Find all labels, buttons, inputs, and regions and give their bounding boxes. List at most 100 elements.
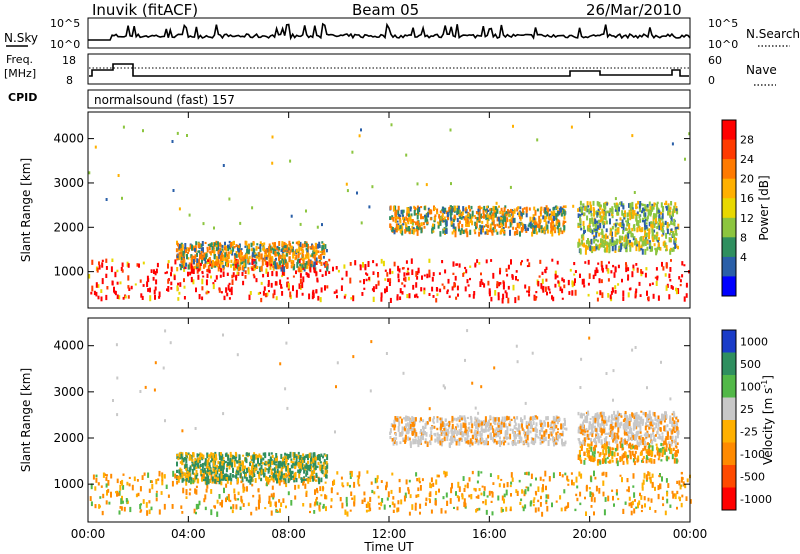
- echo-cell: [197, 250, 200, 253]
- echo-cell: [480, 278, 483, 283]
- echo-cell: [492, 436, 495, 442]
- echo-cell: [172, 189, 175, 192]
- echo-cell: [428, 293, 431, 296]
- echo-cell: [462, 206, 465, 212]
- echo-cell: [402, 223, 405, 226]
- echo-cell: [660, 442, 663, 447]
- echo-cell: [605, 471, 608, 478]
- echo-cell: [653, 215, 655, 220]
- echo-cell: [521, 505, 524, 509]
- echo-cell: [654, 486, 656, 491]
- echo-cell: [312, 264, 315, 268]
- echo-cell: [212, 452, 215, 459]
- echo-cell: [651, 445, 654, 452]
- echo-cell: [602, 471, 605, 476]
- echo-cell: [614, 231, 617, 237]
- echo-cell: [325, 249, 328, 253]
- echo-cell: [232, 246, 235, 252]
- echo-cell: [599, 290, 602, 296]
- echo-cell: [582, 278, 585, 285]
- echo-cell: [179, 282, 182, 287]
- echo-cell: [226, 254, 229, 258]
- echo-cell: [574, 278, 576, 284]
- echo-cell: [475, 224, 477, 230]
- echo-cell: [88, 274, 91, 279]
- echo-cell: [404, 425, 407, 432]
- echo-cell: [584, 429, 587, 433]
- echo-cell: [250, 248, 253, 252]
- echo-cell: [228, 475, 230, 481]
- echo-cell: [633, 492, 636, 498]
- echo-cell: [424, 423, 427, 429]
- echo-cell: [206, 473, 209, 477]
- echo-cell: [640, 495, 643, 500]
- echo-cell: [613, 432, 616, 437]
- echo-cell: [223, 295, 226, 301]
- echo-cell: [621, 235, 624, 241]
- echo-cell: [582, 421, 585, 428]
- echo-cell: [653, 223, 656, 229]
- echo-cell: [403, 495, 406, 502]
- echo-cell: [111, 281, 114, 286]
- colorbar-tick-label: 24: [740, 153, 754, 166]
- echo-cell: [544, 436, 547, 442]
- echo-cell: [408, 437, 411, 441]
- echo-cell: [585, 411, 588, 414]
- echo-cell: [651, 229, 654, 234]
- echo-cell: [489, 223, 492, 230]
- echo-cell: [608, 453, 610, 457]
- echo-cell: [668, 428, 671, 431]
- echo-cell: [195, 489, 198, 495]
- echo-cell: [655, 235, 658, 242]
- echo-cell: [671, 142, 674, 146]
- echo-cell: [516, 490, 519, 496]
- echo-cell: [558, 434, 561, 439]
- echo-cell: [208, 465, 211, 468]
- echo-cell: [195, 475, 198, 480]
- echo-cell: [182, 257, 185, 264]
- echo-cell: [210, 460, 212, 463]
- echo-cell: [489, 212, 492, 217]
- echo-cell: [652, 220, 655, 226]
- echo-cell: [255, 453, 258, 460]
- echo-cell: [592, 416, 595, 422]
- echo-cell: [572, 204, 575, 208]
- echo-cell: [654, 454, 657, 458]
- echo-cell: [204, 506, 207, 511]
- echo-cell: [674, 493, 677, 500]
- echo-cell: [673, 430, 676, 433]
- echo-cell: [644, 222, 646, 229]
- echo-cell: [476, 421, 479, 425]
- echo-cell: [345, 496, 348, 503]
- echo-cell: [127, 295, 130, 299]
- echo-cell: [590, 476, 593, 483]
- echo-cell: [549, 431, 552, 436]
- echo-cell: [315, 259, 318, 265]
- echo-cell: [589, 210, 592, 213]
- echo-cell: [255, 463, 258, 470]
- echo-cell: [561, 297, 564, 300]
- echo-cell: [646, 290, 648, 296]
- echo-cell: [95, 282, 98, 288]
- echo-cell: [118, 510, 121, 515]
- echo-cell: [662, 414, 665, 418]
- echo-cell: [613, 415, 616, 420]
- echo-cell: [315, 257, 318, 262]
- echo-cell: [177, 249, 180, 252]
- echo-cell: [643, 472, 646, 479]
- echo-cell: [100, 485, 103, 488]
- echo-cell: [290, 500, 293, 506]
- echo-cell: [597, 459, 600, 463]
- echo-cell: [669, 210, 671, 213]
- echo-cell: [494, 224, 496, 229]
- echo-cell: [488, 229, 491, 232]
- echo-cell: [628, 223, 631, 226]
- echo-cell: [372, 286, 375, 293]
- echo-cell: [660, 459, 663, 462]
- echo-cell: [421, 275, 423, 280]
- echo-cell: [591, 430, 594, 435]
- echo-cell: [480, 213, 483, 219]
- echo-cell: [389, 297, 392, 303]
- echo-cell: [275, 271, 278, 277]
- echo-cell: [101, 262, 104, 268]
